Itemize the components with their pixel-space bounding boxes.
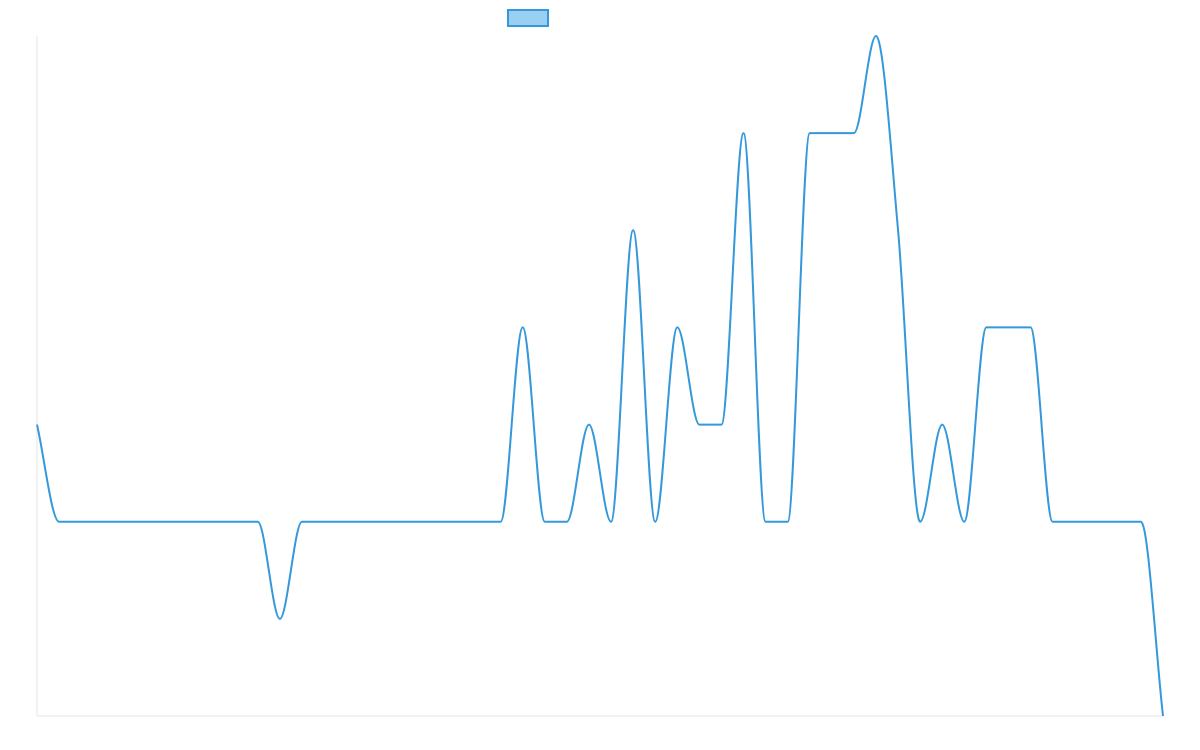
legend[interactable] (507, 9, 549, 27)
data-point-33[interactable] (763, 519, 769, 525)
data-point-26[interactable] (608, 519, 614, 525)
data-point-35[interactable] (807, 130, 813, 136)
data-point-18[interactable] (431, 519, 437, 525)
data-point-39[interactable] (895, 227, 901, 233)
data-point-28[interactable] (652, 519, 658, 525)
data-point-21[interactable] (498, 519, 504, 525)
data-point-15[interactable] (365, 519, 371, 525)
data-point-50[interactable] (1138, 519, 1144, 525)
data-point-40[interactable] (917, 519, 923, 525)
data-point-29[interactable] (674, 324, 680, 330)
data-point-17[interactable] (409, 519, 415, 525)
data-point-2[interactable] (78, 519, 84, 525)
data-point-51[interactable] (1160, 713, 1166, 719)
data-point-34[interactable] (785, 519, 791, 525)
data-point-25[interactable] (586, 422, 592, 428)
data-point-49[interactable] (1116, 519, 1122, 525)
data-point-16[interactable] (387, 519, 393, 525)
data-point-36[interactable] (829, 130, 835, 136)
series-line-0 (36, 35, 1164, 717)
data-point-19[interactable] (453, 519, 459, 525)
data-point-14[interactable] (343, 519, 349, 525)
data-point-6[interactable] (166, 519, 172, 525)
data-point-20[interactable] (476, 519, 482, 525)
data-point-8[interactable] (211, 519, 217, 525)
data-point-31[interactable] (718, 422, 724, 428)
data-point-43[interactable] (983, 324, 989, 330)
data-point-22[interactable] (520, 324, 526, 330)
data-point-9[interactable] (233, 519, 239, 525)
series-layer (34, 33, 1166, 719)
data-point-24[interactable] (564, 519, 570, 525)
data-point-47[interactable] (1072, 519, 1078, 525)
data-point-41[interactable] (939, 422, 945, 428)
data-point-32[interactable] (741, 130, 747, 136)
data-point-37[interactable] (851, 130, 857, 136)
data-point-48[interactable] (1094, 519, 1100, 525)
data-point-45[interactable] (1028, 324, 1034, 330)
data-point-30[interactable] (696, 422, 702, 428)
data-point-23[interactable] (542, 519, 548, 525)
data-point-11[interactable] (277, 616, 283, 622)
axes (36, 36, 1163, 717)
data-point-44[interactable] (1005, 324, 1011, 330)
data-point-42[interactable] (961, 519, 967, 525)
data-point-7[interactable] (189, 519, 195, 525)
data-point-38[interactable] (873, 33, 879, 39)
legend-swatch[interactable] (507, 9, 549, 27)
data-point-5[interactable] (144, 519, 150, 525)
data-point-46[interactable] (1050, 519, 1056, 525)
data-point-13[interactable] (321, 519, 327, 525)
data-point-10[interactable] (255, 519, 261, 525)
data-point-0[interactable] (34, 422, 40, 428)
data-point-27[interactable] (630, 227, 636, 233)
data-point-3[interactable] (100, 519, 106, 525)
data-point-12[interactable] (299, 519, 305, 525)
data-point-4[interactable] (122, 519, 128, 525)
data-point-1[interactable] (56, 519, 62, 525)
